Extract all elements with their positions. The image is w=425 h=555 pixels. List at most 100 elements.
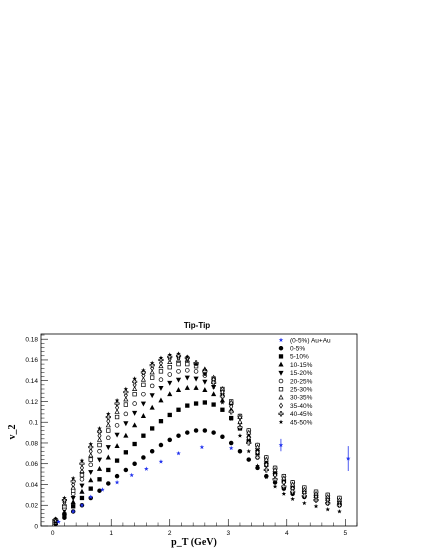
legend-marker — [278, 337, 284, 342]
legend-marker — [278, 411, 284, 417]
data-point — [88, 494, 94, 499]
y-tick-label: 0.04 — [25, 482, 38, 489]
data-point — [193, 401, 199, 406]
data-point — [123, 421, 129, 427]
data-point — [88, 452, 94, 458]
data-point — [149, 383, 155, 389]
data-point — [199, 444, 205, 450]
data-point — [132, 379, 138, 385]
data-point — [237, 419, 242, 426]
data-point — [123, 467, 129, 473]
data-point — [336, 502, 342, 508]
data-point — [141, 433, 146, 438]
data-point — [325, 500, 331, 506]
y-axis-title: v_2 — [7, 425, 18, 440]
y-tick-label: 0.08 — [25, 440, 38, 447]
data-point — [88, 448, 93, 455]
data-point — [228, 440, 234, 446]
data-point — [325, 506, 331, 512]
data-point — [70, 478, 76, 484]
data-point — [114, 458, 120, 463]
legend-marker — [278, 345, 284, 351]
data-point — [290, 496, 295, 501]
data-point — [211, 380, 217, 386]
data-point — [158, 459, 164, 464]
data-point — [88, 486, 93, 491]
y-tick-label: 0 — [34, 523, 38, 530]
data-point — [114, 414, 120, 420]
legend-label: 5-10% — [290, 354, 309, 361]
data-point — [193, 369, 199, 374]
data-point — [150, 426, 155, 431]
data-point — [71, 504, 76, 509]
data-point — [79, 458, 85, 463]
data-point — [246, 434, 251, 441]
data-point — [106, 428, 111, 433]
data-point — [313, 497, 319, 503]
data-point — [70, 475, 76, 481]
data-point — [70, 499, 76, 505]
data-point — [176, 351, 181, 356]
data-point — [106, 411, 111, 416]
legend-marker — [278, 394, 284, 400]
y-tick-label: 0.1 — [29, 420, 38, 427]
data-point — [229, 403, 234, 410]
data-point — [272, 467, 278, 472]
data-point — [176, 433, 181, 438]
data-point — [123, 389, 129, 395]
data-point — [141, 367, 146, 373]
data-point — [123, 411, 129, 417]
x-tick-label: 5 — [343, 530, 347, 537]
data-point — [264, 474, 269, 480]
data-point — [96, 457, 103, 463]
legend-marker — [278, 387, 284, 392]
data-point — [88, 441, 94, 446]
legend-label: 15-20% — [290, 370, 313, 377]
y-tick-label: 0.02 — [25, 503, 38, 510]
data-point — [193, 361, 199, 367]
data-point — [79, 502, 85, 508]
data-point — [263, 456, 269, 462]
data-point — [220, 400, 225, 405]
data-point — [96, 436, 103, 442]
data-point — [158, 377, 164, 382]
data-point — [106, 435, 111, 441]
plot-area-border — [40, 333, 358, 527]
data-point — [97, 477, 102, 482]
data-point — [140, 413, 146, 418]
data-point — [219, 393, 225, 399]
data-point — [97, 449, 102, 454]
data-point — [302, 500, 307, 506]
data-point — [149, 404, 155, 410]
data-point — [202, 379, 208, 385]
x-tick-label: 0 — [51, 530, 55, 537]
data-point — [228, 416, 234, 422]
data-point — [158, 442, 164, 448]
data-point — [193, 376, 199, 382]
y-tick-label: 0.16 — [25, 357, 38, 364]
data-point — [150, 375, 155, 380]
data-point — [272, 484, 278, 489]
legend-label: 35-40% — [290, 403, 313, 410]
data-point — [202, 387, 208, 392]
data-point — [132, 392, 137, 397]
data-point — [88, 457, 93, 462]
data-point — [237, 414, 243, 419]
data-point — [176, 407, 181, 412]
data-point — [264, 461, 269, 468]
data-point — [141, 382, 146, 388]
y-tick-label: 0.14 — [25, 378, 38, 385]
legend-label: 25-30% — [290, 387, 313, 394]
data-point — [202, 368, 208, 374]
data-point — [263, 467, 269, 473]
data-point — [79, 477, 85, 482]
data-point — [228, 445, 234, 451]
data-point — [79, 495, 85, 501]
data-point — [114, 480, 120, 485]
plot-frame — [40, 333, 358, 527]
data-point — [202, 428, 208, 433]
data-point — [144, 466, 149, 471]
y-axis: 0 0.02 0.04 0.06 0.08 0.1 0.12 0.14 0.16 0.18 — [25, 334, 48, 530]
